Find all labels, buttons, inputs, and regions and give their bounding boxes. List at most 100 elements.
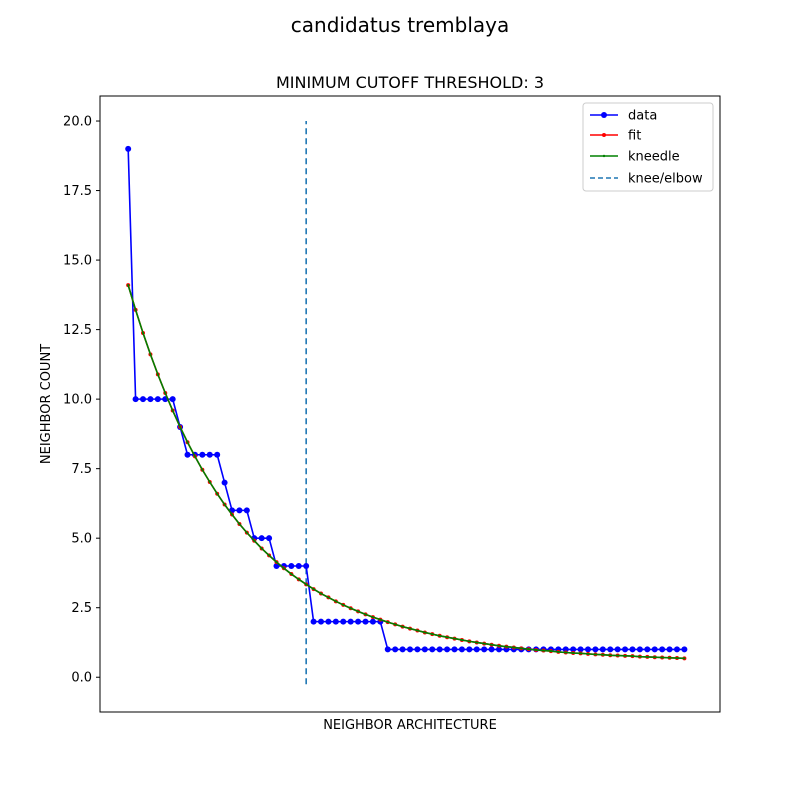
data-point-data (214, 451, 221, 458)
legend-marker-fit (602, 133, 606, 137)
data-point-data (414, 646, 421, 653)
data-point-data (154, 396, 161, 403)
data-point-data (622, 646, 629, 653)
data-point-kneedle (438, 634, 441, 637)
data-point-data (570, 646, 577, 653)
data-point-data (392, 646, 399, 653)
data-point-data (407, 646, 413, 653)
legend-marker-data (601, 112, 607, 118)
data-point-kneedle (475, 641, 478, 644)
data-point-kneedle (527, 648, 530, 651)
data-point-kneedle (468, 640, 471, 643)
data-point-kneedle (267, 554, 271, 557)
data-point-kneedle (497, 644, 501, 647)
data-point-kneedle (245, 531, 248, 534)
y-tick-label: 10.0 (63, 393, 92, 408)
data-point-kneedle (260, 547, 263, 550)
data-point-kneedle (520, 647, 523, 650)
data-point-kneedle (238, 522, 241, 526)
data-point-data (303, 562, 310, 569)
data-point-kneedle (431, 633, 434, 636)
data-point-kneedle (661, 656, 664, 659)
data-point-data (325, 618, 332, 625)
data-point-data (466, 646, 473, 653)
data-point-data (614, 646, 621, 653)
data-point-data (295, 562, 302, 569)
data-point-kneedle (164, 391, 167, 395)
legend-box (582, 102, 714, 192)
data-point-kneedle (342, 603, 345, 607)
data-point-kneedle (141, 331, 145, 335)
data-point-data (421, 646, 428, 653)
data-point-data (599, 646, 606, 653)
y-tick-label: 5.0 (71, 532, 92, 547)
data-point-kneedle (601, 653, 604, 656)
data-point-kneedle (609, 654, 612, 657)
series-line-kneedle (127, 284, 685, 660)
legend-label-kneedle: kneedle (628, 150, 680, 165)
data-point-data (221, 479, 228, 486)
y-tick-label: 2.5 (71, 601, 92, 616)
legend-entry-data: data (590, 109, 657, 124)
data-point-data (562, 646, 569, 653)
data-point-data (436, 646, 443, 653)
data-point-kneedle (297, 578, 300, 581)
data-point-data (451, 646, 458, 653)
data-point-kneedle (423, 631, 426, 634)
data-point-data (266, 535, 273, 542)
data-point-data (592, 646, 599, 653)
data-point-kneedle (216, 492, 219, 495)
data-point-kneedle (312, 587, 315, 591)
data-point-data (666, 646, 673, 653)
plot-frame (99, 95, 721, 713)
data-point-data (132, 396, 139, 403)
data-point-data (629, 646, 636, 653)
data-point-data (607, 646, 614, 653)
data-point-kneedle (616, 654, 619, 657)
data-point-kneedle (668, 656, 671, 659)
y-tick-label: 15.0 (63, 254, 92, 269)
data-point-kneedle (490, 643, 493, 646)
data-point-kneedle (386, 621, 389, 624)
data-point-data (584, 646, 591, 653)
data-point-data (288, 562, 295, 569)
y-tick-label: 17.5 (63, 184, 92, 199)
data-point-kneedle (460, 638, 464, 642)
y-tick-label: 12.5 (63, 323, 92, 338)
data-point-kneedle (549, 649, 553, 653)
data-point-data (206, 451, 213, 458)
legend-marker-kneedle (602, 154, 606, 158)
data-point-kneedle (156, 373, 159, 376)
y-tick-label: 20.0 (63, 115, 92, 130)
data-point-data (577, 646, 584, 653)
data-point-kneedle (505, 645, 508, 648)
data-point-kneedle (483, 642, 486, 645)
data-point-kneedle (364, 613, 367, 616)
data-point-data (258, 535, 265, 542)
data-point-kneedle (646, 655, 649, 659)
data-point-data (184, 451, 191, 458)
data-point-kneedle (416, 629, 419, 632)
data-point-kneedle (134, 308, 137, 311)
data-point-kneedle (305, 583, 308, 586)
legend: data fit kneedle knee/elbow (582, 102, 714, 192)
data-point-kneedle (371, 616, 375, 619)
figure-suptitle: candidatus tremblaya (291, 13, 509, 37)
data-point-data (673, 646, 680, 653)
data-point-data (369, 618, 376, 625)
data-point-data (340, 618, 347, 625)
data-point-kneedle (594, 653, 597, 656)
data-point-kneedle (171, 409, 174, 412)
y-tick-label: 7.5 (71, 462, 92, 477)
legend-label-fit: fit (628, 129, 641, 144)
data-point-kneedle (319, 592, 323, 595)
data-point-data (347, 618, 354, 625)
data-point-data (681, 646, 688, 653)
data-point-kneedle (201, 468, 204, 471)
data-point-kneedle (683, 657, 686, 660)
data-point-data (473, 646, 480, 653)
data-point-data (636, 646, 643, 653)
data-point-data (332, 618, 339, 625)
legend-entry-knee: knee/elbow (590, 172, 703, 187)
